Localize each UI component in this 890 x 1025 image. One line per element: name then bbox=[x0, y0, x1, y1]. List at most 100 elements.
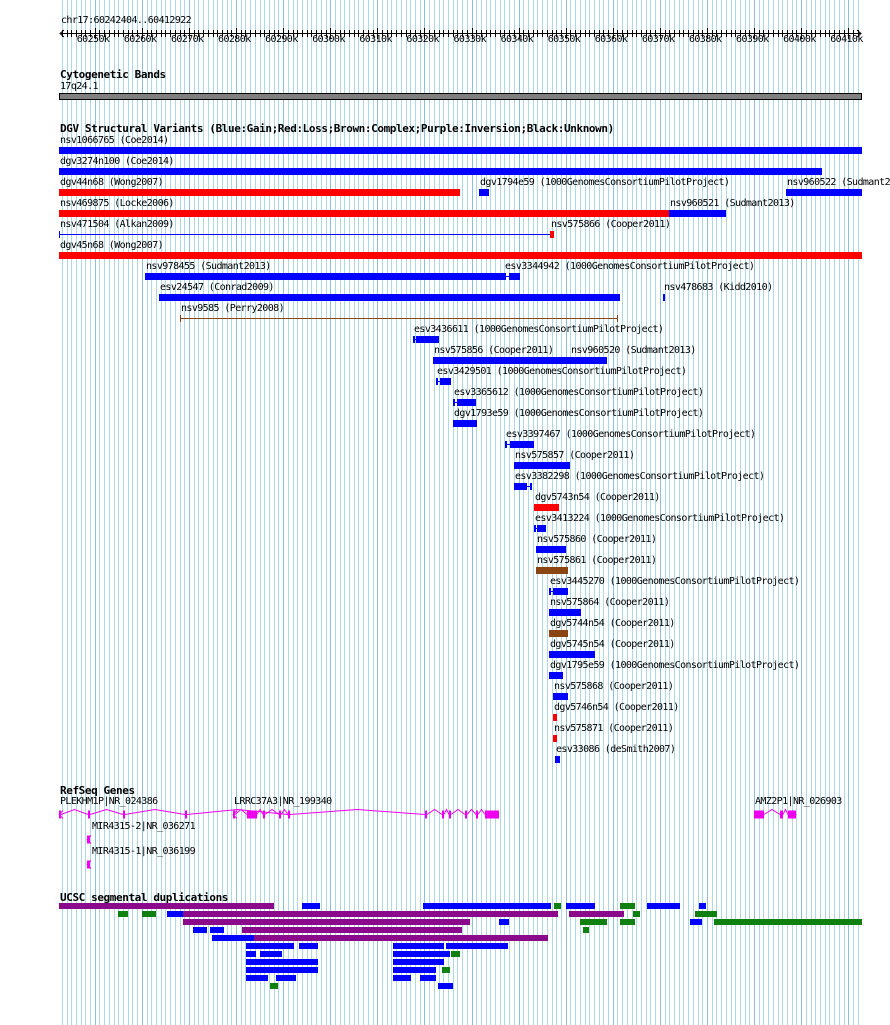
variant-label[interactable]: esv3365612 (1000GenomesConsortiumPilotPr… bbox=[454, 387, 704, 398]
variant-label[interactable]: nsv575871 (Cooper2011) bbox=[554, 723, 674, 734]
variant-label[interactable]: esv3397467 (1000GenomesConsortiumPilotPr… bbox=[506, 429, 756, 440]
variant-bar[interactable] bbox=[669, 210, 726, 217]
segdup-block[interactable] bbox=[620, 919, 635, 925]
gene-model[interactable] bbox=[0, 808, 890, 822]
segdup-block[interactable] bbox=[242, 927, 462, 933]
variant-block[interactable] bbox=[509, 273, 520, 280]
segdup-block[interactable] bbox=[423, 903, 551, 909]
variant-label[interactable]: dgv3274n100 (Coe2014) bbox=[60, 156, 174, 167]
gene-label[interactable]: PLEKHM1P|NR_024386 bbox=[60, 796, 158, 807]
ruler-axis[interactable] bbox=[0, 26, 890, 56]
variant-bar[interactable] bbox=[433, 357, 570, 364]
variant-label[interactable]: esv3344942 (1000GenomesConsortiumPilotPr… bbox=[505, 261, 755, 272]
segdup-block[interactable] bbox=[690, 919, 702, 925]
variant-block[interactable] bbox=[534, 525, 536, 532]
segdup-block[interactable] bbox=[210, 927, 224, 933]
variant-label[interactable]: nsv478683 (Kidd2010) bbox=[664, 282, 773, 293]
variant-block[interactable] bbox=[537, 525, 546, 532]
variant-bar[interactable] bbox=[549, 651, 595, 658]
gene-model[interactable] bbox=[0, 808, 890, 822]
segdup-block[interactable] bbox=[569, 911, 624, 917]
segdup-block[interactable] bbox=[451, 951, 460, 957]
variant-block[interactable] bbox=[436, 378, 438, 385]
segdup-block[interactable] bbox=[302, 903, 320, 909]
variant-block[interactable] bbox=[457, 399, 476, 406]
segdup-block[interactable] bbox=[695, 911, 717, 917]
segdup-block[interactable] bbox=[393, 975, 411, 981]
variant-label[interactable]: nsv1066765 (Coe2014) bbox=[60, 135, 169, 146]
gene-model[interactable] bbox=[0, 858, 890, 872]
variant-bar[interactable] bbox=[59, 147, 862, 154]
variant-label[interactable]: nsv575861 (Cooper2011) bbox=[537, 555, 657, 566]
segdup-block[interactable] bbox=[246, 967, 318, 973]
variant-label[interactable]: esv3445270 (1000GenomesConsortiumPilotPr… bbox=[550, 576, 800, 587]
variant-bar[interactable] bbox=[549, 609, 581, 616]
segdup-block[interactable] bbox=[583, 927, 589, 933]
variant-line[interactable] bbox=[59, 234, 551, 235]
segdup-block[interactable] bbox=[393, 943, 444, 949]
variant-label[interactable]: nsv471504 (Alkan2009) bbox=[60, 219, 174, 230]
variant-bar[interactable] bbox=[550, 231, 554, 238]
variant-block[interactable] bbox=[514, 483, 527, 490]
segdup-block[interactable] bbox=[299, 943, 318, 949]
segdup-block[interactable] bbox=[393, 967, 436, 973]
variant-label[interactable]: esv24547 (Conrad2009) bbox=[160, 282, 274, 293]
segdup-block[interactable] bbox=[442, 967, 450, 973]
segdup-block[interactable] bbox=[212, 935, 246, 941]
segdup-track-title[interactable]: UCSC segmental duplications bbox=[60, 891, 229, 904]
variant-label[interactable]: nsv469875 (Locke2006) bbox=[60, 198, 174, 209]
variant-bar[interactable] bbox=[534, 504, 559, 511]
variant-bar[interactable] bbox=[549, 672, 563, 679]
variant-label[interactable]: dgv5743n54 (Cooper2011) bbox=[535, 492, 660, 503]
variant-label[interactable]: nsv575860 (Cooper2011) bbox=[537, 534, 657, 545]
variant-block[interactable] bbox=[553, 588, 568, 595]
variant-label[interactable]: dgv5746n54 (Cooper2011) bbox=[554, 702, 679, 713]
segdup-block[interactable] bbox=[438, 983, 453, 989]
variant-bar[interactable] bbox=[145, 273, 504, 280]
gene-model[interactable] bbox=[0, 833, 890, 847]
segdup-block[interactable] bbox=[620, 903, 635, 909]
segdup-block[interactable] bbox=[183, 919, 470, 925]
variant-label[interactable]: dgv44n68 (Wong2007) bbox=[60, 177, 164, 188]
cytoband-bar[interactable] bbox=[59, 93, 862, 100]
segdup-block[interactable] bbox=[580, 919, 607, 925]
gene-model[interactable] bbox=[0, 808, 890, 822]
variant-label[interactable]: nsv575868 (Cooper2011) bbox=[554, 681, 674, 692]
variant-bar[interactable] bbox=[536, 567, 568, 574]
segdup-block[interactable] bbox=[420, 975, 436, 981]
segdup-block[interactable] bbox=[59, 903, 274, 909]
segdup-block[interactable] bbox=[276, 975, 296, 981]
gene-label[interactable]: MIR4315-2|NR_036271 bbox=[92, 821, 196, 832]
variant-block[interactable] bbox=[505, 441, 507, 448]
segdup-block[interactable] bbox=[270, 983, 278, 989]
segdup-block[interactable] bbox=[183, 911, 558, 917]
variant-bar[interactable] bbox=[549, 630, 568, 637]
variant-label[interactable]: nsv9585 (Perry2008) bbox=[181, 303, 285, 314]
cytoband-track-title[interactable]: Cytogenetic Bands bbox=[60, 68, 166, 81]
variant-bar[interactable] bbox=[59, 168, 822, 175]
variant-label[interactable]: dgv5744n54 (Cooper2011) bbox=[550, 618, 675, 629]
segdup-block[interactable] bbox=[446, 943, 508, 949]
variant-block[interactable] bbox=[453, 399, 455, 406]
variant-label[interactable]: nsv960521 (Sudmant2013) bbox=[670, 198, 795, 209]
variant-block[interactable] bbox=[413, 336, 415, 343]
variant-block[interactable] bbox=[510, 441, 534, 448]
segdup-block[interactable] bbox=[566, 903, 595, 909]
variant-label[interactable]: nsv960520 (Sudmant2013) bbox=[571, 345, 696, 356]
variant-label[interactable]: dgv5745n54 (Cooper2011) bbox=[550, 639, 675, 650]
segdup-block[interactable] bbox=[260, 951, 282, 957]
variant-label[interactable]: dgv45n68 (Wong2007) bbox=[60, 240, 164, 251]
segdup-block[interactable] bbox=[393, 959, 444, 965]
variant-bar[interactable] bbox=[453, 420, 477, 427]
refseq-track-title[interactable]: RefSeq Genes bbox=[60, 784, 135, 797]
variant-block[interactable] bbox=[530, 483, 532, 490]
gene-label[interactable]: AMZ2P1|NR_026903 bbox=[755, 796, 842, 807]
segdup-block[interactable] bbox=[633, 911, 640, 917]
variant-label[interactable]: esv3429501 (1000GenomesConsortiumPilotPr… bbox=[437, 366, 687, 377]
segdup-block[interactable] bbox=[246, 951, 256, 957]
variant-label[interactable]: esv3382298 (1000GenomesConsortiumPilotPr… bbox=[515, 471, 765, 482]
segdup-block[interactable] bbox=[246, 943, 294, 949]
variant-bar[interactable] bbox=[553, 693, 568, 700]
variant-label[interactable]: nsv575856 (Cooper2011) bbox=[434, 345, 554, 356]
variant-block[interactable] bbox=[416, 336, 439, 343]
